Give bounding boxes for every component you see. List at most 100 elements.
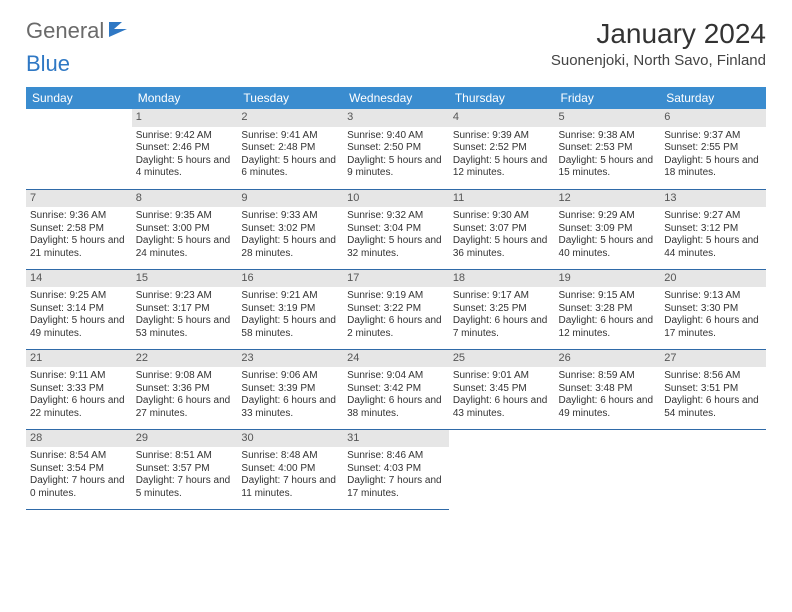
day-number: 1 — [132, 109, 238, 127]
sunrise-line: Sunrise: 9:19 AM — [347, 290, 445, 303]
day-number: 2 — [237, 109, 343, 127]
calendar-day-cell: 12 Sunrise: 9:29 AMSunset: 3:09 PMDayligh… — [555, 189, 661, 269]
day-details: Sunrise: 9:19 AMSunset: 3:22 PMDaylight:… — [347, 290, 445, 340]
sunrise-line: Sunrise: 9:21 AM — [241, 290, 339, 303]
calendar-day-cell: 4Sunrise: 9:39 AMSunset: 2:52 PMDaylight… — [449, 109, 555, 189]
daylight-line: Daylight: 5 hours and 6 minutes. — [241, 155, 339, 180]
calendar-day-cell: 21Sunrise: 9:11 AMSunset: 3:33 PMDayligh… — [26, 349, 132, 429]
day-details: Sunrise: 9:41 AMSunset: 2:48 PMDaylight:… — [241, 130, 339, 180]
sunset-line: Sunset: 3:25 PM — [453, 303, 551, 316]
day-details: Sunrise: 9:36 AMSunset: 2:58 PMDaylight:… — [30, 210, 128, 260]
weekday-header: Monday — [132, 87, 238, 109]
calendar-row: 14Sunrise: 9:25 AMSunset: 3:14 PMDayligh… — [26, 269, 766, 349]
logo: General — [26, 18, 130, 44]
calendar-day-cell: 2 Sunrise: 9:41 AMSunset: 2:48 PMDaylight… — [237, 109, 343, 189]
calendar-day-cell: 29Sunrise: 8:51 AMSunset: 3:57 PMDayligh… — [132, 429, 238, 509]
day-details: Sunrise: 9:29 AMSunset: 3:09 PMDaylight:… — [559, 210, 657, 260]
day-number: 14 — [26, 270, 132, 288]
sunrise-line: Sunrise: 9:01 AM — [453, 370, 551, 383]
day-number: 17 — [343, 270, 449, 288]
day-number: 21 — [26, 350, 132, 368]
day-number: 6 — [660, 109, 766, 127]
daylight-line: Daylight: 6 hours and 54 minutes. — [664, 395, 762, 420]
sunset-line: Sunset: 3:02 PM — [241, 223, 339, 236]
sunrise-line: Sunrise: 9:15 AM — [559, 290, 657, 303]
calendar-day-cell: 23Sunrise: 9:06 AMSunset: 3:39 PMDayligh… — [237, 349, 343, 429]
sunset-line: Sunset: 3:30 PM — [664, 303, 762, 316]
calendar-empty-cell — [555, 429, 661, 509]
sunset-line: Sunset: 3:14 PM — [30, 303, 128, 316]
daylight-line: Daylight: 6 hours and 38 minutes. — [347, 395, 445, 420]
daylight-line: Daylight: 6 hours and 22 minutes. — [30, 395, 128, 420]
sunrise-line: Sunrise: 9:25 AM — [30, 290, 128, 303]
calendar-empty-cell — [660, 429, 766, 509]
daylight-line: Daylight: 5 hours and 21 minutes. — [30, 235, 128, 260]
sunset-line: Sunset: 3:07 PM — [453, 223, 551, 236]
day-details: Sunrise: 9:21 AMSunset: 3:19 PMDaylight:… — [241, 290, 339, 340]
sunrise-line: Sunrise: 9:33 AM — [241, 210, 339, 223]
sunset-line: Sunset: 2:58 PM — [30, 223, 128, 236]
sunrise-line: Sunrise: 9:17 AM — [453, 290, 551, 303]
day-details: Sunrise: 9:35 AMSunset: 3:00 PMDaylight:… — [136, 210, 234, 260]
daylight-line: Daylight: 5 hours and 36 minutes. — [453, 235, 551, 260]
sunset-line: Sunset: 3:28 PM — [559, 303, 657, 316]
month-title: January 2024 — [551, 18, 766, 50]
calendar-day-cell: 13Sunrise: 9:27 AMSunset: 3:12 PMDayligh… — [660, 189, 766, 269]
day-details: Sunrise: 8:59 AMSunset: 3:48 PMDaylight:… — [559, 370, 657, 420]
day-number: 30 — [237, 430, 343, 448]
sunset-line: Sunset: 3:39 PM — [241, 383, 339, 396]
sunrise-line: Sunrise: 9:23 AM — [136, 290, 234, 303]
flag-icon — [108, 18, 128, 44]
sunrise-line: Sunrise: 8:46 AM — [347, 450, 445, 463]
sunset-line: Sunset: 3:36 PM — [136, 383, 234, 396]
sunrise-line: Sunrise: 8:59 AM — [559, 370, 657, 383]
day-number: 18 — [449, 270, 555, 288]
sunrise-line: Sunrise: 9:40 AM — [347, 130, 445, 143]
daylight-line: Daylight: 6 hours and 17 minutes. — [664, 315, 762, 340]
day-details: Sunrise: 9:17 AMSunset: 3:25 PMDaylight:… — [453, 290, 551, 340]
calendar-day-cell: 16Sunrise: 9:21 AMSunset: 3:19 PMDayligh… — [237, 269, 343, 349]
sunset-line: Sunset: 3:19 PM — [241, 303, 339, 316]
daylight-line: Daylight: 5 hours and 49 minutes. — [30, 315, 128, 340]
day-details: Sunrise: 9:30 AMSunset: 3:07 PMDaylight:… — [453, 210, 551, 260]
sunset-line: Sunset: 3:17 PM — [136, 303, 234, 316]
calendar-day-cell: 20Sunrise: 9:13 AMSunset: 3:30 PMDayligh… — [660, 269, 766, 349]
sunset-line: Sunset: 3:04 PM — [347, 223, 445, 236]
day-number: 29 — [132, 430, 238, 448]
calendar-day-cell: 9Sunrise: 9:33 AMSunset: 3:02 PMDaylight… — [237, 189, 343, 269]
day-details: Sunrise: 9:39 AMSunset: 2:52 PMDaylight:… — [453, 130, 551, 180]
day-number: 26 — [555, 350, 661, 368]
calendar-day-cell: 14 Sunrise: 9:25 AMSunset: 3:14 PMDayligh… — [26, 269, 132, 349]
day-number: 22 — [132, 350, 238, 368]
day-details: Sunrise: 9:06 AMSunset: 3:39 PMDaylight:… — [241, 370, 339, 420]
daylight-line: Daylight: 5 hours and 40 minutes. — [559, 235, 657, 260]
weekday-header: Sunday — [26, 87, 132, 109]
day-details: Sunrise: 8:54 AMSunset: 3:54 PMDaylight:… — [30, 450, 128, 500]
day-number: 3 — [343, 109, 449, 127]
sunrise-line: Sunrise: 9:30 AM — [453, 210, 551, 223]
daylight-line: Daylight: 6 hours and 2 minutes. — [347, 315, 445, 340]
daylight-line: Daylight: 5 hours and 32 minutes. — [347, 235, 445, 260]
weekday-header: Tuesday — [237, 87, 343, 109]
daylight-line: Daylight: 7 hours and 17 minutes. — [347, 475, 445, 500]
daylight-line: Daylight: 5 hours and 4 minutes. — [136, 155, 234, 180]
day-details: Sunrise: 9:27 AMSunset: 3:12 PMDaylight:… — [664, 210, 762, 260]
sunset-line: Sunset: 2:50 PM — [347, 142, 445, 155]
sunset-line: Sunset: 4:00 PM — [241, 463, 339, 476]
sunset-line: Sunset: 2:52 PM — [453, 142, 551, 155]
daylight-line: Daylight: 5 hours and 44 minutes. — [664, 235, 762, 260]
sunrise-line: Sunrise: 9:38 AM — [559, 130, 657, 143]
sunrise-line: Sunrise: 9:37 AM — [664, 130, 762, 143]
sunrise-line: Sunrise: 8:56 AM — [664, 370, 762, 383]
day-number: 15 — [132, 270, 238, 288]
day-number: 27 — [660, 350, 766, 368]
sunset-line: Sunset: 3:00 PM — [136, 223, 234, 236]
daylight-line: Daylight: 6 hours and 43 minutes. — [453, 395, 551, 420]
day-number: 12 — [555, 190, 661, 208]
sunset-line: Sunset: 3:48 PM — [559, 383, 657, 396]
daylight-line: Daylight: 6 hours and 12 minutes. — [559, 315, 657, 340]
calendar-empty-cell — [26, 109, 132, 189]
day-details: Sunrise: 8:46 AMSunset: 4:03 PMDaylight:… — [347, 450, 445, 500]
day-details: Sunrise: 9:15 AMSunset: 3:28 PMDaylight:… — [559, 290, 657, 340]
calendar-empty-cell — [449, 429, 555, 509]
